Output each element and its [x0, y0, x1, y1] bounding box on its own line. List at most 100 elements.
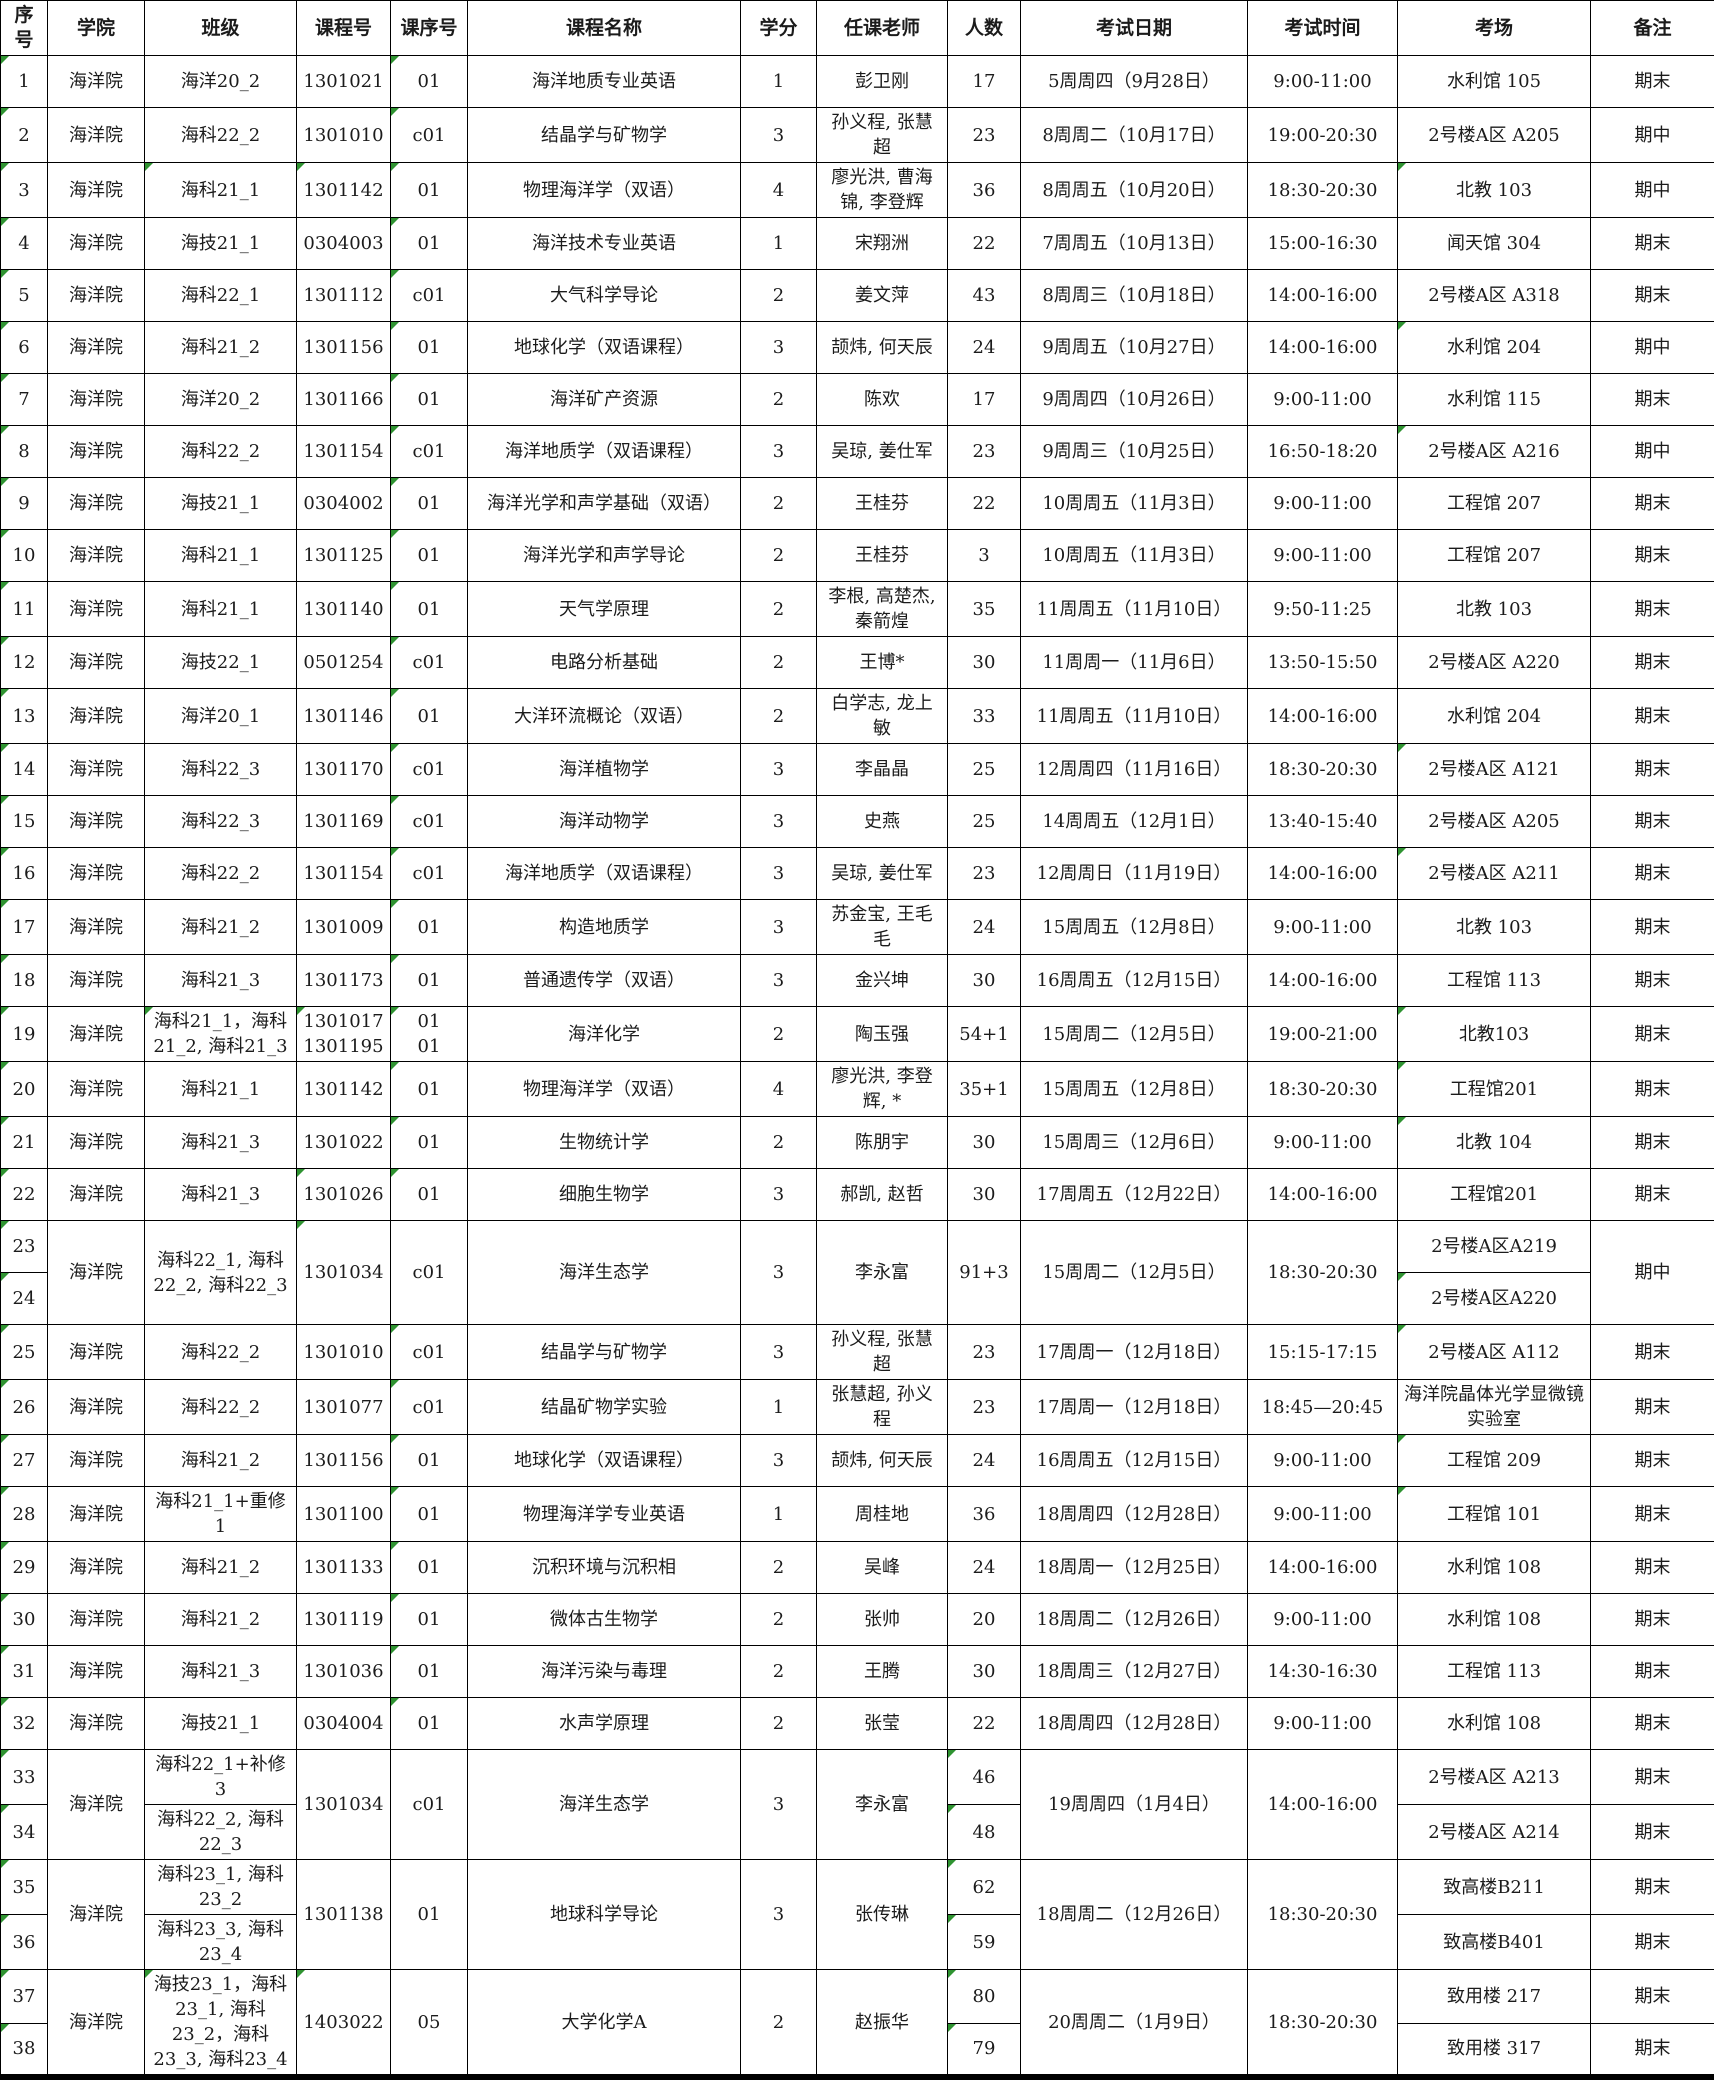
cell-course-name: 普通遗传学（双语）	[468, 955, 741, 1007]
cell-count: 54+1	[948, 1007, 1021, 1062]
cell-credits: 3	[741, 1325, 817, 1380]
cell-seq: 14	[1, 744, 48, 796]
cell-course-id: 1301010	[297, 1325, 391, 1380]
cell-college: 海洋院	[48, 582, 145, 637]
cell-count: 35+1	[948, 1062, 1021, 1117]
cell-room: 水利馆 204	[1398, 322, 1591, 374]
cell-course-name: 沉积环境与沉积相	[468, 1542, 741, 1594]
cell-exam-date: 19周周四（1月4日）	[1021, 1750, 1248, 1860]
cell-college: 海洋院	[48, 56, 145, 108]
cell-credits: 2	[741, 1698, 817, 1750]
cell-college: 海洋院	[48, 1221, 145, 1325]
cell-exam-date: 18周周二（12月26日）	[1021, 1594, 1248, 1646]
cell-course-id: 1301146	[297, 689, 391, 744]
cell-class: 海技21_1	[145, 1698, 297, 1750]
cell-count: 59	[948, 1915, 1021, 1970]
cell-seq: 34	[1, 1805, 48, 1860]
cell-note: 期末	[1591, 1915, 1714, 1970]
cell-college: 海洋院	[48, 218, 145, 270]
cell-seq: 35	[1, 1860, 48, 1915]
cell-seq: 25	[1, 1325, 48, 1380]
cell-course-name: 海洋光学和声学导论	[468, 530, 741, 582]
cell-course-name: 地球科学导论	[468, 1860, 741, 1970]
cell-room: 北教 103	[1398, 900, 1591, 955]
cell-exam-time: 18:30-20:30	[1248, 1062, 1398, 1117]
cell-class: 海科21_2	[145, 900, 297, 955]
cell-exam-date: 8周周二（10月17日）	[1021, 108, 1248, 163]
cell-course-id: 1301173	[297, 955, 391, 1007]
cell-room: 2号楼A区 A211	[1398, 848, 1591, 900]
cell-teacher: 金兴坤	[817, 955, 948, 1007]
cell-exam-time: 18:30-20:30	[1248, 1860, 1398, 1970]
cell-course-id: 1403022	[297, 1970, 391, 2078]
cell-seq: 15	[1, 796, 48, 848]
cell-room: 工程馆201	[1398, 1062, 1591, 1117]
cell-course-id: 1301142	[297, 1062, 391, 1117]
cell-note: 期末	[1591, 1542, 1714, 1594]
cell-note: 期末	[1591, 1860, 1714, 1915]
cell-room: 致高楼B401	[1398, 1915, 1591, 1970]
cell-exam-date: 10周周五（11月3日）	[1021, 530, 1248, 582]
cell-course-name: 电路分析基础	[468, 637, 741, 689]
cell-course-name: 海洋污染与毒理	[468, 1646, 741, 1698]
cell-credits: 4	[741, 1062, 817, 1117]
col-header-room: 考场	[1398, 1, 1591, 56]
cell-college: 海洋院	[48, 163, 145, 218]
cell-course-id: 1301156	[297, 322, 391, 374]
cell-room: 北教 103	[1398, 582, 1591, 637]
cell-note: 期末	[1591, 1970, 1714, 2024]
cell-course-name: 大学化学A	[468, 1970, 741, 2078]
cell-exam-date: 16周周五（12月15日）	[1021, 1435, 1248, 1487]
cell-room: 2号楼A区 A220	[1398, 637, 1591, 689]
cell-credits: 3	[741, 1169, 817, 1221]
cell-room: 海洋院晶体光学显微镜实验室	[1398, 1380, 1591, 1435]
cell-seq: 12	[1, 637, 48, 689]
cell-credits: 3	[741, 1435, 817, 1487]
cell-course-name: 物理海洋学（双语）	[468, 1062, 741, 1117]
cell-room: 水利馆 115	[1398, 374, 1591, 426]
cell-class: 海科21_2	[145, 1542, 297, 1594]
cell-class: 海科22_3	[145, 744, 297, 796]
cell-note: 期末	[1591, 689, 1714, 744]
cell-exam-date: 8周周三（10月18日）	[1021, 270, 1248, 322]
col-header-course-id: 课程号	[297, 1, 391, 56]
cell-course-name: 海洋光学和声学基础（双语）	[468, 478, 741, 530]
cell-college: 海洋院	[48, 1062, 145, 1117]
cell-exam-date: 18周周三（12月27日）	[1021, 1646, 1248, 1698]
cell-class: 海科21_1	[145, 1062, 297, 1117]
cell-section: c01	[391, 426, 468, 478]
cell-course-name: 结晶学与矿物学	[468, 108, 741, 163]
cell-exam-date: 18周周四（12月28日）	[1021, 1698, 1248, 1750]
cell-section: 01	[391, 1117, 468, 1169]
cell-count: 30	[948, 1117, 1021, 1169]
cell-exam-date: 12周周日（11月19日）	[1021, 848, 1248, 900]
cell-class: 海技22_1	[145, 637, 297, 689]
cell-course-name: 地球化学（双语课程）	[468, 322, 741, 374]
cell-exam-date: 10周周五（11月3日）	[1021, 478, 1248, 530]
cell-room: 2号楼A区 A318	[1398, 270, 1591, 322]
cell-course-id: 0304002	[297, 478, 391, 530]
cell-exam-date: 15周周二（12月5日）	[1021, 1007, 1248, 1062]
cell-course-name: 结晶矿物学实验	[468, 1380, 741, 1435]
cell-course-id: 1301036	[297, 1646, 391, 1698]
cell-exam-time: 9:00-11:00	[1248, 374, 1398, 426]
cell-room: 致用楼 317	[1398, 2023, 1591, 2077]
cell-college: 海洋院	[48, 689, 145, 744]
cell-seq: 31	[1, 1646, 48, 1698]
cell-exam-time: 15:00-16:30	[1248, 218, 1398, 270]
cell-note: 期末	[1591, 900, 1714, 955]
cell-credits: 3	[741, 848, 817, 900]
cell-exam-time: 14:00-16:00	[1248, 322, 1398, 374]
cell-count: 30	[948, 1169, 1021, 1221]
cell-section: c01	[391, 637, 468, 689]
cell-course-id: 1301125	[297, 530, 391, 582]
cell-course-name: 水声学原理	[468, 1698, 741, 1750]
cell-course-name: 海洋化学	[468, 1007, 741, 1062]
